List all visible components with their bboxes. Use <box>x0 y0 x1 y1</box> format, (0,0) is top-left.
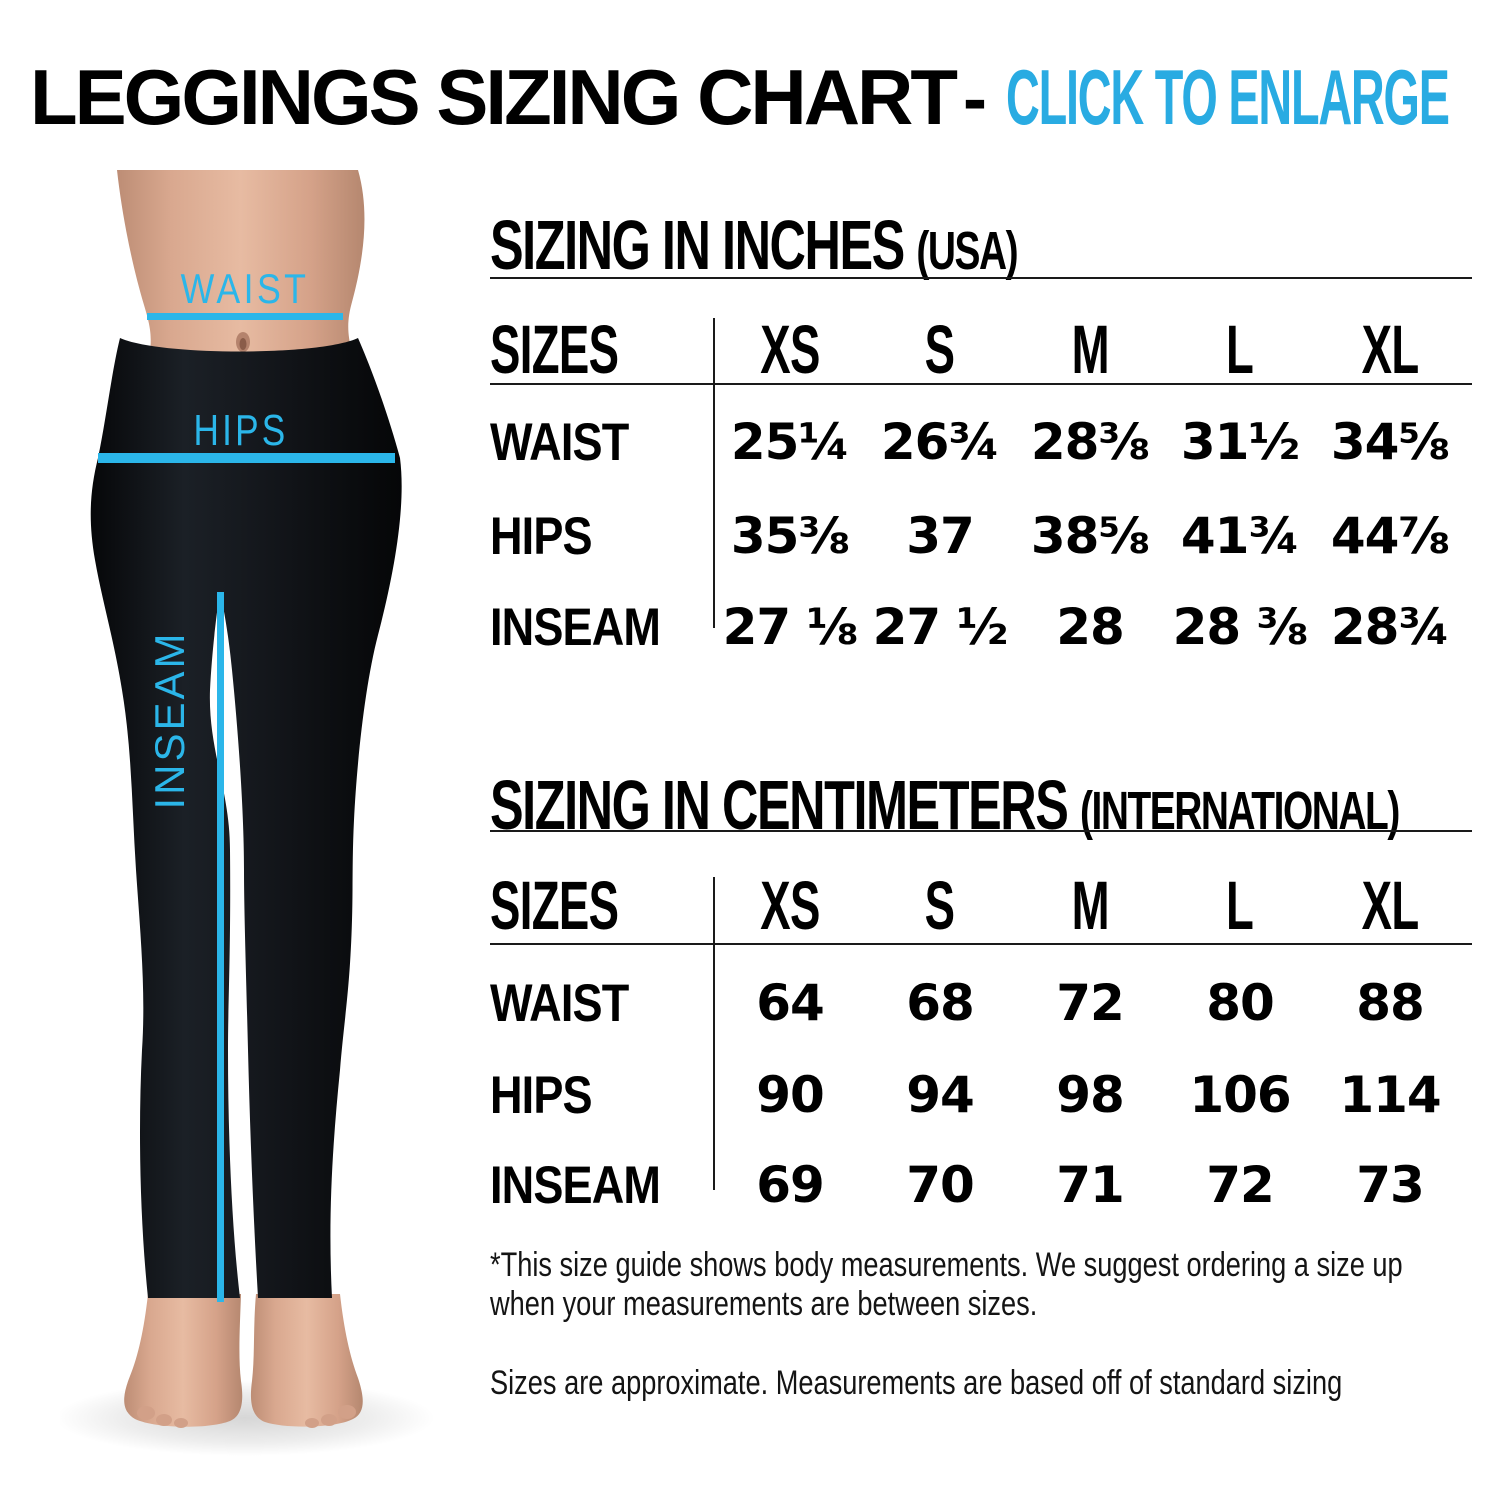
footnote-size-guide: *This size guide shows body measurements… <box>490 1246 1403 1323</box>
value-cell: 28¾ <box>1330 598 1450 656</box>
row-label: INSEAM <box>490 597 661 657</box>
title-rule <box>490 830 1472 832</box>
header-rule <box>490 383 1472 385</box>
torso <box>117 170 365 352</box>
right-foot <box>250 1294 363 1427</box>
sizing-table-inches: SIZING IN INCHES (USA) SIZES XS S M L XL… <box>490 205 1472 665</box>
row-label: WAIST <box>490 412 629 472</box>
column-header-xl: XL <box>1361 867 1420 944</box>
header-row: SIZES XS S M L XL <box>490 310 1465 388</box>
value-cell: 44⅞ <box>1330 507 1450 565</box>
value-cell: 37 <box>906 507 975 565</box>
header-rule <box>490 943 1472 945</box>
title-separator: - <box>963 59 987 139</box>
floor-shadow <box>60 1380 435 1456</box>
value-cell: 38⅝ <box>1030 507 1150 565</box>
left-foot-toe <box>156 1414 172 1426</box>
value-cell: 31½ <box>1180 413 1300 471</box>
footnote-approximate: Sizes are approximate. Measurements are … <box>490 1364 1343 1402</box>
table-title-suffix: (USA) <box>916 221 1018 281</box>
left-foot <box>124 1294 243 1427</box>
column-header-m: M <box>1071 867 1109 944</box>
table-title-text: SIZING IN INCHES <box>490 206 905 284</box>
sizing-table-centimeters: SIZING IN CENTIMETERS (INTERNATIONAL) SI… <box>490 765 1472 1225</box>
value-cell: 28⅜ <box>1030 413 1150 471</box>
table-row-waist: WAIST 64 68 72 80 88 <box>490 971 1465 1035</box>
value-cell: 94 <box>906 1066 975 1124</box>
column-header-l: L <box>1226 311 1254 388</box>
row-label: HIPS <box>490 1065 593 1125</box>
value-cell: 73 <box>1356 1156 1425 1214</box>
value-cell: 68 <box>906 974 975 1032</box>
inseam-label: INSEAM <box>146 630 193 809</box>
click-to-enlarge-link[interactable]: CLICK TO ENLARGE <box>1006 53 1450 141</box>
table-title-suffix: (INTERNATIONAL) <box>1079 781 1400 841</box>
title-rule <box>490 277 1472 279</box>
value-cell: 71 <box>1056 1156 1125 1214</box>
value-cell: 28 <box>1056 598 1125 656</box>
left-foot-toe <box>137 1406 155 1420</box>
right-foot-toe <box>338 1405 356 1419</box>
value-cell: 90 <box>756 1066 825 1124</box>
value-cell: 80 <box>1206 974 1275 1032</box>
row-label: HIPS <box>490 506 593 566</box>
table-row-hips: HIPS 90 94 98 106 114 <box>490 1063 1465 1127</box>
column-header-s: S <box>925 867 955 944</box>
waist-label: WAIST <box>181 266 310 312</box>
table-row-waist: WAIST 25¼ 26¾ 28⅜ 31½ 34⅝ <box>490 410 1465 474</box>
value-cell: 98 <box>1056 1066 1125 1124</box>
value-cell: 72 <box>1056 974 1125 1032</box>
column-divider <box>713 877 715 1190</box>
page-title: LEGGINGS SIZING CHART <box>30 53 958 141</box>
leggings <box>90 338 402 1298</box>
right-foot-toe <box>321 1414 337 1426</box>
value-cell: 28 ⅜ <box>1172 598 1309 656</box>
hips-label: HIPS <box>194 406 289 455</box>
right-foot-toe <box>305 1418 319 1428</box>
left-foot-toe <box>174 1418 188 1428</box>
table-title: SIZING IN INCHES (USA) <box>490 205 1019 285</box>
value-cell: 72 <box>1206 1156 1275 1214</box>
column-header-l: L <box>1226 867 1254 944</box>
column-header-xs: XS <box>760 867 820 944</box>
column-header-sizes: SIZES <box>490 311 619 388</box>
table-row-hips: HIPS 35⅜ 37 38⅝ 41¾ 44⅞ <box>490 504 1465 568</box>
value-cell: 26¾ <box>880 413 1000 471</box>
value-cell: 41¾ <box>1180 507 1300 565</box>
value-cell: 25¼ <box>730 413 850 471</box>
navel-shadow <box>239 338 247 350</box>
header-row: SIZES XS S M L XL <box>490 866 1465 944</box>
value-cell: 35⅜ <box>730 507 850 565</box>
column-header-sizes: SIZES <box>490 867 619 944</box>
row-label: INSEAM <box>490 1155 661 1215</box>
table-row-inseam: INSEAM 27 ⅛ 27 ½ 28 28 ⅜ 28¾ <box>490 595 1465 659</box>
value-cell: 88 <box>1356 974 1425 1032</box>
waist-line <box>147 313 343 320</box>
column-header-xs: XS <box>760 311 820 388</box>
inseam-line <box>217 592 224 1302</box>
value-cell: 106 <box>1189 1066 1291 1124</box>
leggings-measurement-figure: WAIST HIPS INSEAM <box>60 170 435 1456</box>
value-cell: 34⅝ <box>1330 413 1450 471</box>
table-title: SIZING IN CENTIMETERS (INTERNATIONAL) <box>490 765 1400 845</box>
value-cell: 27 ½ <box>872 598 1009 656</box>
footnotes: *This size guide shows body measurements… <box>490 1246 1462 1403</box>
table-title-text: SIZING IN CENTIMETERS <box>490 766 1069 844</box>
table-row-inseam: INSEAM 69 70 71 72 73 <box>490 1153 1465 1217</box>
column-header-m: M <box>1071 311 1109 388</box>
hips-line <box>98 453 395 463</box>
value-cell: 27 ⅛ <box>722 598 859 656</box>
value-cell: 70 <box>906 1156 975 1214</box>
value-cell: 64 <box>756 974 825 1032</box>
column-divider <box>713 318 715 628</box>
column-header-xl: XL <box>1361 311 1420 388</box>
row-label: WAIST <box>490 973 629 1033</box>
value-cell: 114 <box>1339 1066 1441 1124</box>
value-cell: 69 <box>756 1156 825 1214</box>
column-header-s: S <box>925 311 955 388</box>
